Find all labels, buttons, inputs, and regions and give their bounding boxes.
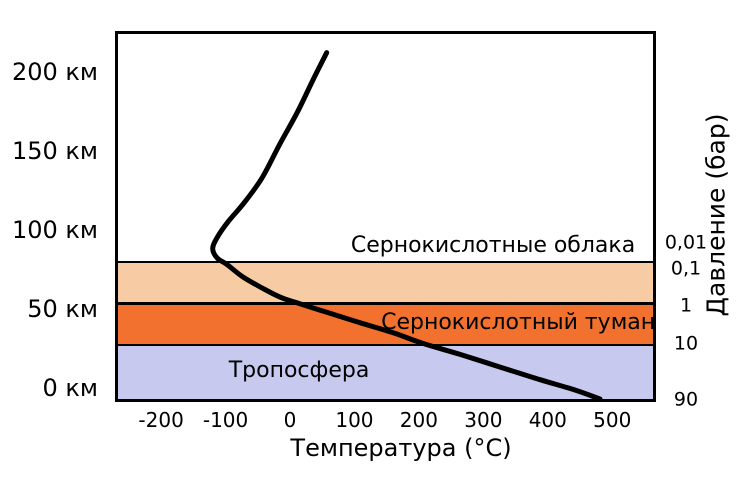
x-tick-label: 0 [283,408,297,432]
x-tick-label: 200 [399,408,438,432]
altitude-tick-label: 100 км [11,215,98,244]
altitude-tick-label: 0 км [42,373,99,402]
x-tick-label: 500 [593,408,632,432]
band-boundary-line-fog [118,302,653,305]
altitude-tick-label: 200 км [11,57,98,86]
band-clouds [118,261,653,304]
band-label-clouds: Сернокислотные облака [350,233,636,259]
x-tick-label: -100 [202,408,249,432]
x-tick-label: 400 [528,408,567,432]
x-tick-label: -200 [138,408,184,432]
right-axis-title: Давление (бар) [701,113,731,317]
altitude-tick-label: 50 км [27,294,98,323]
pressure-tick-label: 1 [679,294,693,317]
band-boundary-line-clouds [118,260,653,264]
band-boundary-line-troposphere [118,343,653,347]
x-tick-label: 300 [464,408,503,432]
pressure-tick-label: 0,01 [664,231,708,254]
band-troposphere [118,344,653,399]
pressure-tick-label: 10 [673,332,699,355]
x-axis-title: Температура (°C) [290,434,512,462]
pressure-tick-label: 0,1 [670,257,702,280]
pressure-tick-label: 90 [673,388,699,411]
altitude-tick-label: 150 км [11,136,98,165]
band-label-troposphere: Тропосфера [228,358,370,383]
band-label-fog: Сернокислотный туман [381,309,656,335]
x-tick-label: 100 [335,408,374,432]
